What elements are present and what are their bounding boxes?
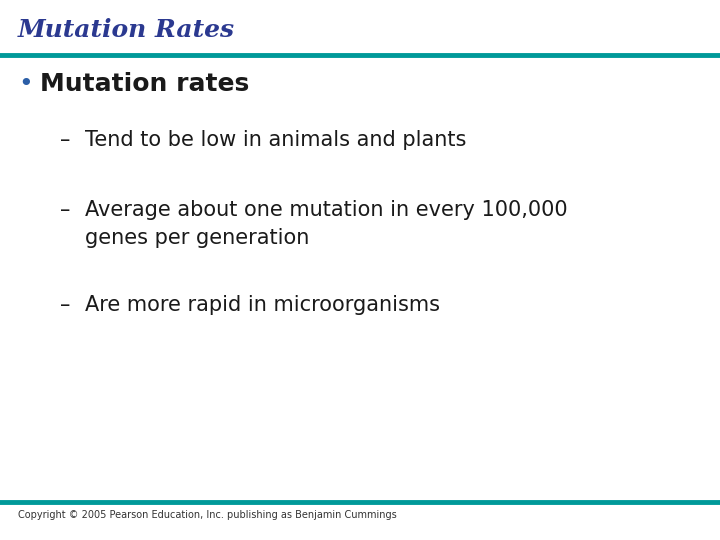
Text: –: – <box>60 295 71 315</box>
Text: –: – <box>60 200 71 220</box>
Text: Are more rapid in microorganisms: Are more rapid in microorganisms <box>85 295 440 315</box>
Text: Mutation rates: Mutation rates <box>40 72 249 96</box>
Text: Mutation Rates: Mutation Rates <box>18 18 235 42</box>
Text: Tend to be low in animals and plants: Tend to be low in animals and plants <box>85 130 467 150</box>
Text: Copyright © 2005 Pearson Education, Inc. publishing as Benjamin Cummings: Copyright © 2005 Pearson Education, Inc.… <box>18 510 397 520</box>
Text: –: – <box>60 130 71 150</box>
Text: Average about one mutation in every 100,000
genes per generation: Average about one mutation in every 100,… <box>85 200 567 248</box>
Text: •: • <box>18 72 32 96</box>
